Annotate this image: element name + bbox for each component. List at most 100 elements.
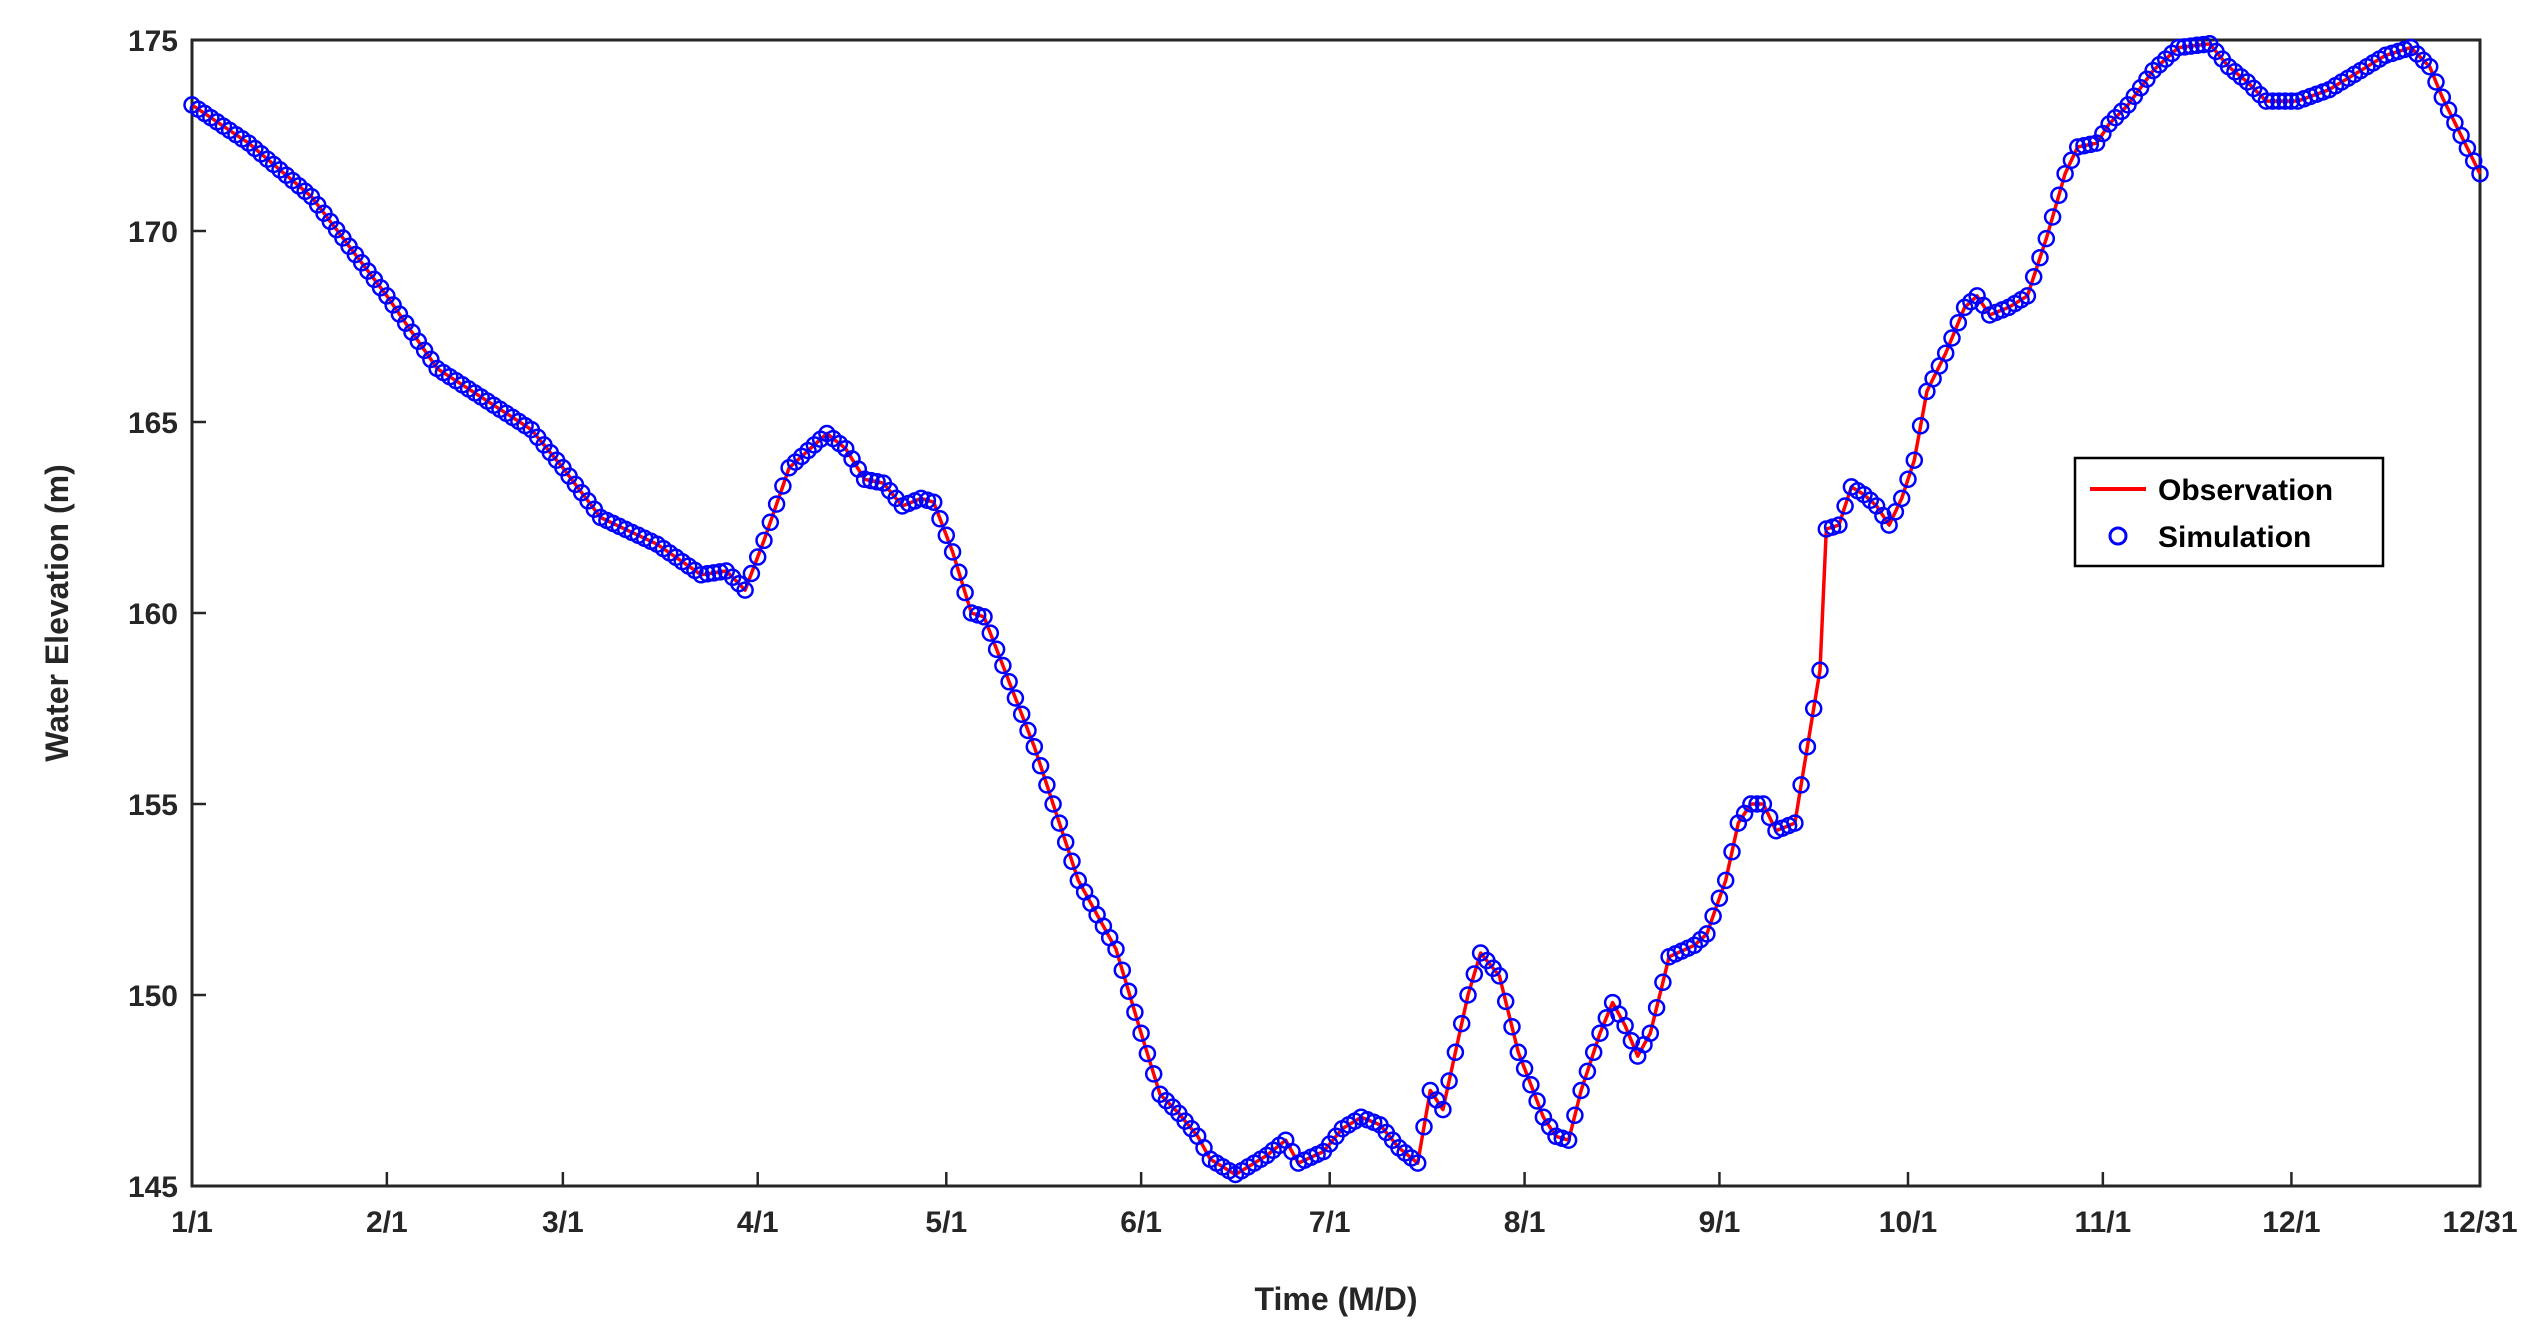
y-tick-label-4: 165: [128, 407, 178, 440]
simulation-point-123: [950, 563, 968, 582]
x-tick-label-6: 7/1: [1309, 1206, 1351, 1239]
simulation-point-129: [987, 640, 1006, 659]
simulation-point-243: [1704, 907, 1722, 925]
simulation-point-320: [2188, 36, 2206, 55]
simulation-point-130: [994, 656, 1012, 675]
simulation-point-318: [2175, 38, 2194, 56]
simulation-point-259: [1804, 699, 1823, 718]
simulation-point-244: [1710, 889, 1729, 907]
x-tick-label-0: 1/1: [171, 1206, 213, 1239]
simulation-point-153: [1138, 1044, 1157, 1063]
simulation-point-256: [1786, 814, 1804, 832]
simulation-point-223: [1578, 1062, 1597, 1081]
plot-area: [190, 38, 2482, 1188]
simulation-point-229: [1616, 1016, 1634, 1035]
simulation-point-135: [1025, 737, 1044, 756]
simulation-point-152: [1132, 1024, 1150, 1042]
simulation-point-94: [767, 495, 786, 513]
simulation-point-281: [1943, 329, 1961, 347]
simulation-point-138: [1044, 795, 1062, 813]
x-axis-ticks: 1/1 2/1 3/1 4/1 5/1 6/1 7/1 8/1 9/1 10/1 11/1 12/1 1…: [171, 1172, 2518, 1239]
simulation-point-264: [1836, 497, 1854, 515]
legend-simulation-marker: [2108, 526, 2128, 546]
simulation-point-224: [1584, 1043, 1603, 1062]
simulation-point-275: [1905, 451, 1924, 469]
simulation-point-297: [2043, 208, 2062, 226]
simulation-point-250: [1748, 795, 1766, 813]
x-tick-label-1: 2/1: [366, 1206, 408, 1239]
simulation-point-233: [1641, 1024, 1660, 1042]
simulation-point-119: [924, 493, 943, 511]
simulation-point-82: [692, 566, 710, 584]
simulation-point-242: [1698, 925, 1716, 943]
simulation-point-263: [1830, 516, 1848, 534]
x-tick-label-10: 11/1: [2074, 1206, 2131, 1239]
simulation-point-140: [1056, 833, 1075, 851]
x-tick-label-4: 5/1: [925, 1206, 967, 1239]
x-tick-label-11: 12/1: [2262, 1206, 2320, 1239]
simulation-point-203: [1452, 1014, 1471, 1033]
y-tick-label-1: 150: [128, 980, 178, 1013]
simulation-point-280: [1936, 344, 1955, 362]
simulation-point-141: [1063, 852, 1081, 871]
simulation-point-131: [1000, 673, 1018, 691]
simulation-point-127: [975, 608, 993, 626]
simulation-point-133: [1012, 705, 1031, 723]
simulation-point-303: [2081, 135, 2100, 154]
simulation-point-110: [868, 473, 886, 491]
simulation-point-149: [1113, 961, 1132, 979]
legend-box: [2073, 456, 2385, 568]
legend-simulation-label: Simulation: [2158, 521, 2311, 554]
x-tick-label-9: 10/1: [1879, 1206, 1937, 1239]
simulation-point-319: [2182, 37, 2200, 55]
y-tick-label-5: 170: [128, 216, 178, 249]
simulation-point-200: [1434, 1100, 1452, 1119]
simulation-point-221: [1566, 1106, 1584, 1125]
y-tick-label-3: 160: [128, 598, 178, 631]
simulation-point-124: [956, 583, 974, 602]
simulation-point-213: [1515, 1059, 1534, 1078]
x-tick-label-12: 12/31: [2442, 1206, 2517, 1239]
simulation-point-333: [2270, 92, 2288, 110]
simulation-point-235: [1654, 973, 1672, 992]
simulation-point-202: [1446, 1043, 1465, 1062]
simulation-point-365: [2471, 164, 2489, 183]
simulation-point-90: [742, 564, 761, 583]
simulation-point-260: [1811, 661, 1829, 680]
x-tick-label-3: 4/1: [737, 1206, 779, 1239]
simulation-point-92: [755, 531, 773, 550]
simulation-point-83: [698, 565, 717, 583]
x-axis-title: Time (M/D): [1255, 1281, 1418, 1317]
simulation-point-210: [1496, 992, 1515, 1011]
simulation-point-84: [704, 564, 723, 582]
simulation-point-274: [1899, 470, 1917, 489]
simulation-point-220: [1559, 1131, 1578, 1149]
simulation-point-211: [1503, 1018, 1521, 1036]
simulation-point-335: [2282, 92, 2301, 110]
simulation-point-196: [1408, 1154, 1427, 1172]
x-tick-label-8: 9/1: [1699, 1206, 1741, 1239]
simulation-point-132: [1006, 689, 1025, 707]
simulation-point-257: [1792, 776, 1810, 794]
simulation-point-294: [2024, 268, 2043, 286]
x-tick-label-2: 3/1: [542, 1206, 584, 1239]
simulation-point-276: [1911, 417, 1930, 435]
simulation-point-121: [937, 526, 956, 545]
simulation-point-201: [1440, 1072, 1458, 1090]
simulation-point-225: [1591, 1024, 1609, 1042]
simulation-point-234: [1647, 998, 1666, 1017]
simulation-point-222: [1572, 1081, 1590, 1100]
simulation-point-108: [855, 470, 874, 489]
simulation-point-246: [1723, 843, 1741, 861]
simulation-point-91: [748, 548, 767, 566]
simulation-point-317: [2169, 38, 2188, 57]
simulation-point-205: [1465, 965, 1484, 983]
simulation-point-249: [1742, 795, 1760, 813]
simulation-point-151: [1126, 1003, 1144, 1021]
simulation-point-95: [774, 477, 792, 495]
simulation-point-134: [1019, 721, 1037, 740]
simulation-point-293: [2018, 287, 2037, 305]
simulation-point-137: [1038, 776, 1056, 794]
simulation-point-358: [2427, 73, 2445, 91]
simulation-point-334: [2276, 92, 2294, 110]
